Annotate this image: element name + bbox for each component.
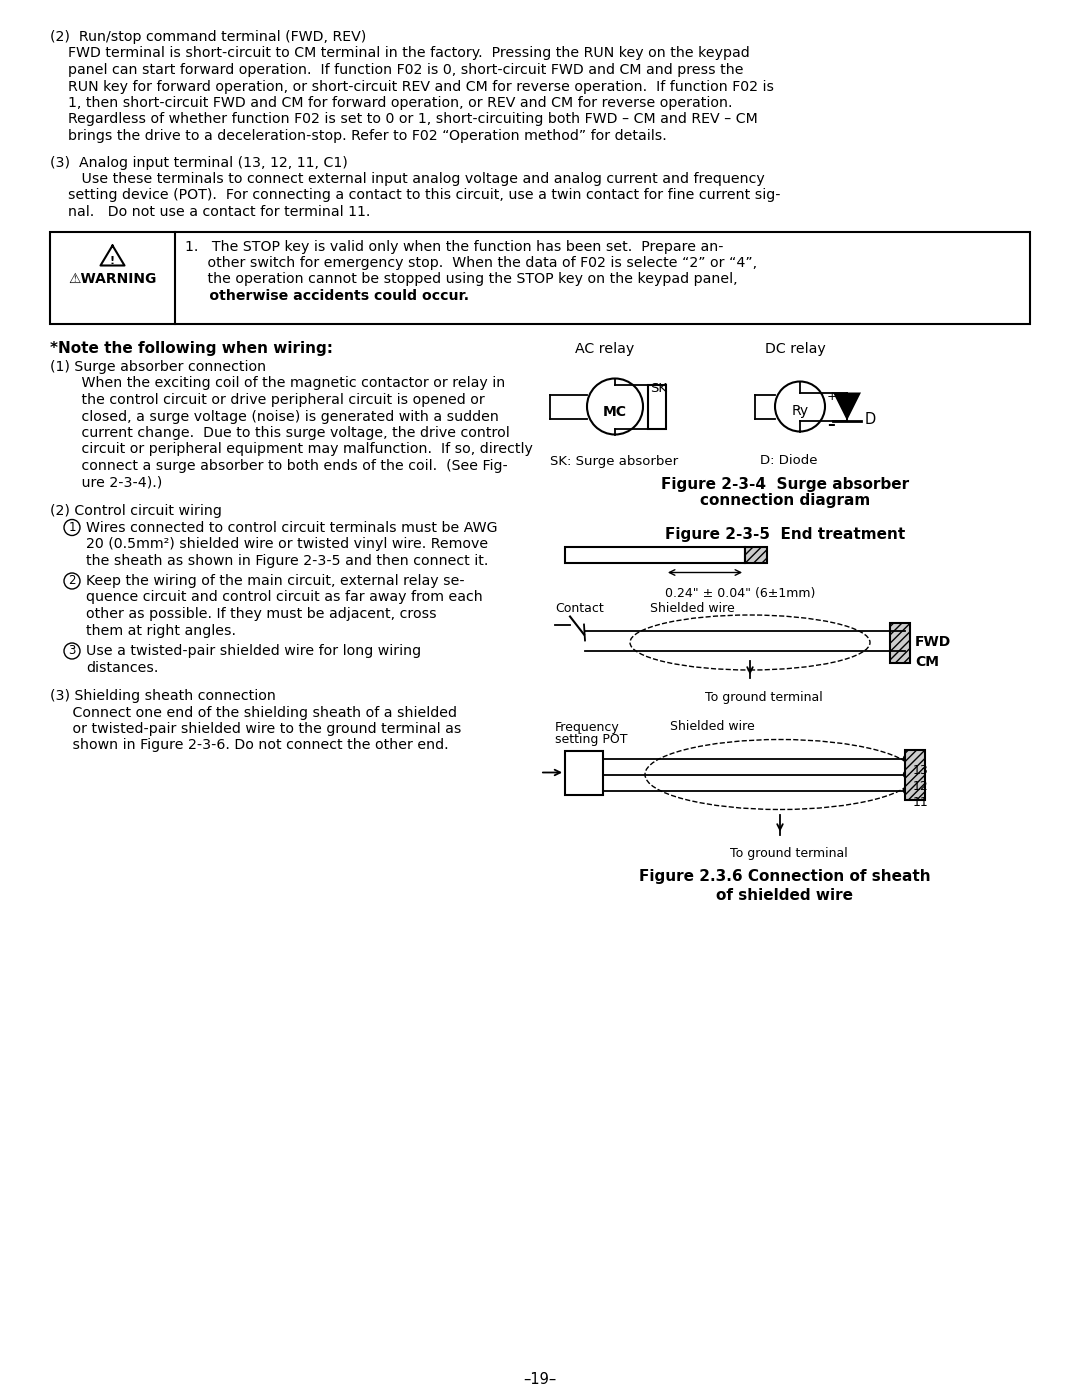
Text: circuit or peripheral equipment may malfunction.  If so, directly: circuit or peripheral equipment may malf… <box>50 443 532 457</box>
Text: 20 (0.5mm²) shielded wire or twisted vinyl wire. Remove: 20 (0.5mm²) shielded wire or twisted vin… <box>86 536 488 550</box>
Text: MC: MC <box>603 405 627 419</box>
Text: D: Diode: D: Diode <box>760 454 818 468</box>
Text: Shielded wire: Shielded wire <box>650 602 734 616</box>
Text: or twisted-pair shielded wire to the ground terminal as: or twisted-pair shielded wire to the gro… <box>50 722 461 736</box>
Text: Use these terminals to connect external input analog voltage and analog current : Use these terminals to connect external … <box>68 172 765 186</box>
Text: setting device (POT).  For connecting a contact to this circuit, use a twin cont: setting device (POT). For connecting a c… <box>68 189 781 203</box>
Text: AC relay: AC relay <box>575 341 634 355</box>
Text: Regardless of whether function F02 is set to 0 or 1, short-circuiting both FWD –: Regardless of whether function F02 is se… <box>68 113 758 127</box>
Text: of shielded wire: of shielded wire <box>716 887 853 902</box>
Text: Connect one end of the shielding sheath of a shielded: Connect one end of the shielding sheath … <box>50 705 457 719</box>
Text: setting POT: setting POT <box>555 733 627 746</box>
Text: otherwise accidents could occur.: otherwise accidents could occur. <box>185 289 469 303</box>
Bar <box>565 750 603 795</box>
Text: brings the drive to a deceleration-stop. Refer to F02 “Operation method” for det: brings the drive to a deceleration-stop.… <box>68 129 666 142</box>
Text: quence circuit and control circuit as far away from each: quence circuit and control circuit as fa… <box>86 591 483 605</box>
Text: Contact: Contact <box>555 602 604 616</box>
Text: *Note the following when wiring:: *Note the following when wiring: <box>50 341 333 356</box>
Text: (3) Shielding sheath connection: (3) Shielding sheath connection <box>50 689 275 703</box>
Text: To ground terminal: To ground terminal <box>705 690 823 704</box>
Text: Ry: Ry <box>792 405 809 419</box>
Text: current change.  Due to this surge voltage, the drive control: current change. Due to this surge voltag… <box>50 426 510 440</box>
Text: When the exciting coil of the magnetic contactor or relay in: When the exciting coil of the magnetic c… <box>50 377 505 391</box>
Text: To ground terminal: To ground terminal <box>730 848 848 861</box>
Text: (2) Control circuit wiring: (2) Control circuit wiring <box>50 504 221 518</box>
Text: FWD: FWD <box>915 636 951 650</box>
Text: SK: SK <box>650 381 667 394</box>
Text: 13: 13 <box>913 764 929 777</box>
Text: the operation cannot be stopped using the STOP key on the keypad panel,: the operation cannot be stopped using th… <box>185 272 738 286</box>
Text: Figure 2-3-5  End treatment: Figure 2-3-5 End treatment <box>665 527 905 542</box>
Text: 1: 1 <box>68 521 76 534</box>
Text: (3)  Analog input terminal (13, 12, 11, C1): (3) Analog input terminal (13, 12, 11, C… <box>50 155 348 169</box>
Text: DC relay: DC relay <box>765 341 826 355</box>
Text: 0.24" ± 0.04" (6±1mm): 0.24" ± 0.04" (6±1mm) <box>665 587 815 599</box>
Bar <box>648 384 666 429</box>
Text: Wires connected to control circuit terminals must be AWG: Wires connected to control circuit termi… <box>86 521 498 535</box>
Text: –19–: –19– <box>524 1372 556 1387</box>
Text: –: – <box>827 416 835 432</box>
Text: them at right angles.: them at right angles. <box>86 623 237 637</box>
Text: 11: 11 <box>913 795 929 809</box>
Text: Figure 2-3-4  Surge absorber: Figure 2-3-4 Surge absorber <box>661 476 909 492</box>
Text: SK: Surge absorber: SK: Surge absorber <box>550 454 678 468</box>
Bar <box>890 623 910 662</box>
Text: connection diagram: connection diagram <box>700 493 870 509</box>
Text: (2)  Run/stop command terminal (FWD, REV): (2) Run/stop command terminal (FWD, REV) <box>50 29 366 43</box>
Text: closed, a surge voltage (noise) is generated with a sudden: closed, a surge voltage (noise) is gener… <box>50 409 499 423</box>
Text: the sheath as shown in Figure 2-3-5 and then connect it.: the sheath as shown in Figure 2-3-5 and … <box>86 553 488 567</box>
Text: panel can start forward operation.  If function F02 is 0, short-circuit FWD and : panel can start forward operation. If fu… <box>68 63 743 77</box>
Text: 2: 2 <box>68 574 76 588</box>
Bar <box>565 546 745 563</box>
Text: !: ! <box>110 256 116 265</box>
Text: 1.   The STOP key is valid only when the function has been set.  Prepare an-: 1. The STOP key is valid only when the f… <box>185 239 724 253</box>
Text: ure 2-3-4).): ure 2-3-4).) <box>50 475 162 489</box>
Text: shown in Figure 2-3-6. Do not connect the other end.: shown in Figure 2-3-6. Do not connect th… <box>50 739 448 753</box>
Text: FWD terminal is short-circuit to CM terminal in the factory.  Pressing the RUN k: FWD terminal is short-circuit to CM term… <box>68 46 750 60</box>
Text: the control circuit or drive peripheral circuit is opened or: the control circuit or drive peripheral … <box>50 393 485 407</box>
Text: RUN key for forward operation, or short-circuit REV and CM for reverse operation: RUN key for forward operation, or short-… <box>68 80 774 94</box>
Text: distances.: distances. <box>86 661 159 675</box>
Text: 12: 12 <box>913 780 929 792</box>
Text: ⚠WARNING: ⚠WARNING <box>68 271 157 285</box>
Text: 1, then short-circuit FWD and CM for forward operation, or REV and CM for revers: 1, then short-circuit FWD and CM for for… <box>68 96 732 110</box>
Text: Frequency: Frequency <box>555 721 620 733</box>
Text: connect a surge absorber to both ends of the coil.  (See Fig-: connect a surge absorber to both ends of… <box>50 460 508 474</box>
Polygon shape <box>833 393 861 420</box>
Bar <box>745 546 767 563</box>
Bar <box>50 232 1030 324</box>
Text: D: D <box>865 412 876 426</box>
Text: other as possible. If they must be adjacent, cross: other as possible. If they must be adjac… <box>86 608 436 622</box>
Bar <box>905 750 924 799</box>
Text: Figure 2.3.6 Connection of sheath: Figure 2.3.6 Connection of sheath <box>639 869 931 884</box>
Text: 3: 3 <box>68 644 76 658</box>
Text: nal.   Do not use a contact for terminal 11.: nal. Do not use a contact for terminal 1… <box>68 205 370 219</box>
Text: Shielded wire: Shielded wire <box>670 721 755 733</box>
Text: other switch for emergency stop.  When the data of F02 is selecte “2” or “4”,: other switch for emergency stop. When th… <box>185 256 757 270</box>
Text: Use a twisted-pair shielded wire for long wiring: Use a twisted-pair shielded wire for lon… <box>86 644 421 658</box>
Text: CM: CM <box>915 655 939 669</box>
Text: Keep the wiring of the main circuit, external relay se-: Keep the wiring of the main circuit, ext… <box>86 574 464 588</box>
Text: (1) Surge absorber connection: (1) Surge absorber connection <box>50 360 266 374</box>
Text: +: + <box>827 391 838 404</box>
